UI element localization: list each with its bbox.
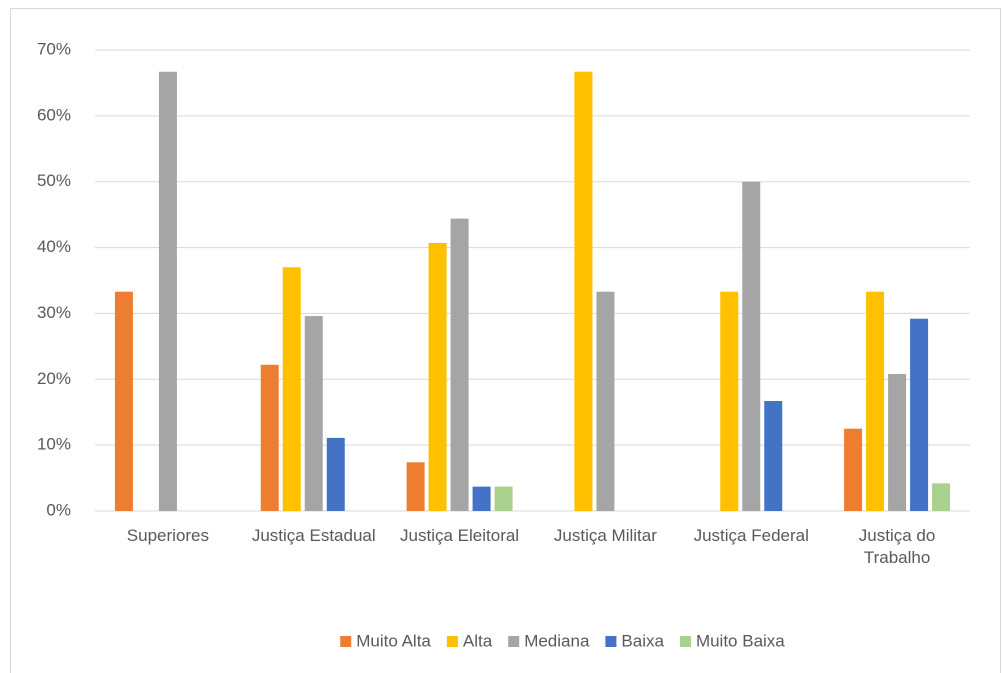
bar <box>844 428 863 511</box>
legend-swatch <box>340 636 352 647</box>
y-tick-label: 20% <box>37 369 71 388</box>
bar <box>888 374 907 511</box>
bar <box>720 291 739 511</box>
legend-label: Mediana <box>524 631 590 650</box>
legend-label: Muito Baixa <box>696 631 785 650</box>
bar <box>158 71 177 512</box>
bar <box>742 181 761 511</box>
legend-swatch <box>508 636 520 647</box>
x-tick-label-box: Justiça Estadual <box>251 526 376 545</box>
x-tick-label: Justiça Estadual <box>251 526 376 545</box>
y-tick-label: 40% <box>37 237 71 256</box>
x-tick-label: Superiores <box>126 526 210 545</box>
legend-swatch <box>446 636 458 647</box>
x-tick-label: Justiça Eleitoral <box>400 526 520 545</box>
bar <box>406 462 425 511</box>
y-tick-label: 0% <box>46 500 71 519</box>
bar <box>326 437 345 511</box>
bar <box>428 242 447 511</box>
bar <box>260 364 279 511</box>
legend-swatch <box>605 636 617 647</box>
legend-label: Alta <box>463 631 493 650</box>
x-tick-label: Justiça Militar <box>553 526 657 545</box>
y-tick-label: 70% <box>37 39 71 58</box>
legend-label: Baixa <box>621 631 664 650</box>
y-tick-label: 10% <box>37 435 71 454</box>
bar <box>574 71 593 512</box>
x-tick-label: Justiça Federal <box>693 526 809 545</box>
legend-swatch <box>679 636 691 647</box>
x-tick-label-box: Justiça do Trabalho <box>858 526 936 567</box>
y-tick-label: 50% <box>37 171 71 190</box>
bar <box>764 401 783 511</box>
x-tick-label-box: Justiça Federal <box>693 526 809 545</box>
legend: Muito Alta Alta Mediana Baixa Muito Baixa <box>340 631 785 650</box>
x-tick-label-box: Superiores <box>126 526 210 545</box>
y-tick-label: 60% <box>37 105 71 124</box>
legend-label: Muito Alta <box>356 631 431 650</box>
bar <box>450 218 469 511</box>
x-tick-label-box: Justiça Eleitoral <box>400 526 520 545</box>
bar <box>596 291 615 511</box>
x-tick-label-box: Justiça Militar <box>553 526 657 545</box>
bar <box>304 316 323 511</box>
bar <box>910 318 929 511</box>
bar <box>282 267 301 511</box>
bar <box>866 291 885 511</box>
bar <box>494 486 513 511</box>
x-tick-label: Justiça do Trabalho <box>858 526 936 567</box>
y-tick-label: 30% <box>37 303 71 322</box>
bar <box>472 486 491 511</box>
bar <box>932 483 951 511</box>
bar <box>114 291 133 511</box>
